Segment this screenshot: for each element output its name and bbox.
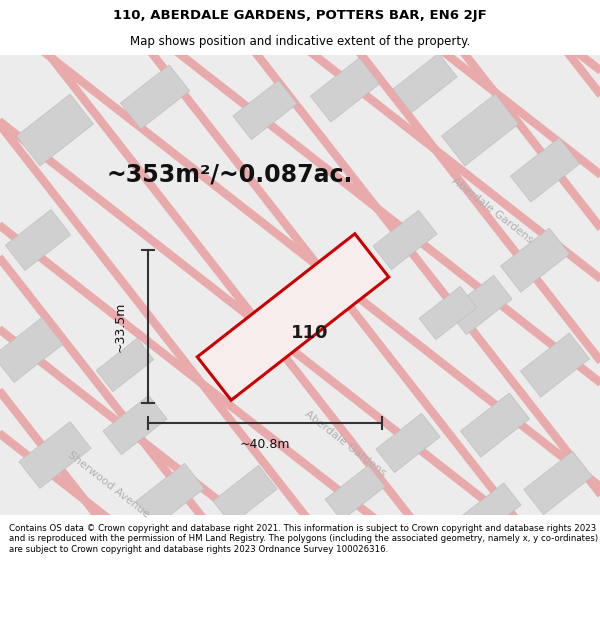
Polygon shape	[136, 463, 204, 527]
Polygon shape	[121, 65, 190, 129]
Polygon shape	[103, 396, 167, 454]
Polygon shape	[373, 211, 437, 269]
Text: 110: 110	[291, 324, 329, 342]
Polygon shape	[325, 466, 385, 521]
Text: Contains OS data © Crown copyright and database right 2021. This information is : Contains OS data © Crown copyright and d…	[9, 524, 598, 554]
Polygon shape	[500, 228, 569, 292]
Text: Map shows position and indicative extent of the property.: Map shows position and indicative extent…	[130, 35, 470, 48]
Polygon shape	[460, 393, 530, 457]
Polygon shape	[213, 466, 277, 524]
Polygon shape	[19, 422, 91, 488]
Text: 110, ABERDALE GARDENS, POTTERS BAR, EN6 2JF: 110, ABERDALE GARDENS, POTTERS BAR, EN6 …	[113, 9, 487, 22]
Text: Sherwood Avenue: Sherwood Avenue	[65, 450, 151, 520]
Text: ~33.5m: ~33.5m	[113, 301, 127, 352]
Polygon shape	[0, 55, 600, 515]
Polygon shape	[197, 234, 389, 400]
Polygon shape	[511, 138, 580, 202]
Text: Aberdale Gardens: Aberdale Gardens	[302, 408, 388, 478]
Polygon shape	[442, 94, 518, 166]
Polygon shape	[393, 53, 457, 112]
Polygon shape	[233, 81, 297, 139]
Polygon shape	[0, 318, 63, 382]
Polygon shape	[419, 286, 477, 339]
Polygon shape	[463, 483, 521, 537]
Text: Aberdale Gardens: Aberdale Gardens	[449, 175, 535, 245]
Polygon shape	[448, 276, 512, 334]
Text: ~40.8m: ~40.8m	[240, 439, 290, 451]
Polygon shape	[96, 338, 154, 392]
Polygon shape	[520, 333, 590, 397]
Polygon shape	[310, 58, 380, 122]
Polygon shape	[376, 413, 440, 472]
Polygon shape	[5, 209, 71, 271]
Text: ~353m²/~0.087ac.: ~353m²/~0.087ac.	[107, 163, 353, 187]
Polygon shape	[17, 94, 94, 166]
Polygon shape	[524, 451, 592, 515]
